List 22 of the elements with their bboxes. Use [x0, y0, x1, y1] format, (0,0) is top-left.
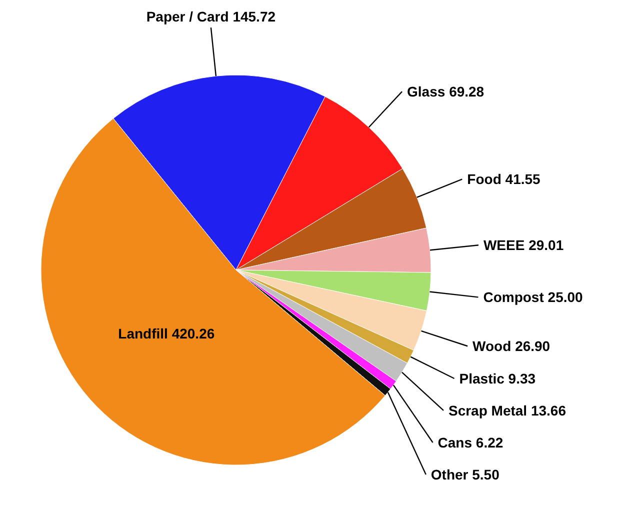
data-label: 25.00: [548, 289, 584, 306]
slice-label: Wood: [472, 338, 516, 354]
slice-label: Food: [467, 171, 506, 188]
data-label: 6.22: [476, 434, 504, 450]
slice-label: Plastic: [459, 370, 508, 386]
slice-label: Paper / Card: [146, 8, 233, 25]
slice-label: Other: [430, 466, 472, 482]
data-label: 5.50: [472, 466, 500, 482]
slice-label: Scrap Metal: [448, 402, 531, 418]
slice-label: Compost: [483, 289, 548, 306]
data-label: 29.01: [528, 237, 564, 254]
slice-label: WEEE: [483, 237, 529, 254]
data-label: 420.26: [172, 325, 215, 342]
data-label: 26.90: [515, 338, 550, 354]
data-label: 13.66: [530, 402, 566, 418]
slice-label: Landfill: [118, 325, 172, 342]
slice-label: Glass: [407, 84, 450, 100]
data-label: 69.28: [449, 84, 484, 100]
slice-label: Cans: [438, 434, 476, 450]
data-label: 9.33: [508, 370, 536, 386]
data-label: 41.55: [505, 171, 541, 188]
data-label: 145.72: [232, 8, 276, 25]
